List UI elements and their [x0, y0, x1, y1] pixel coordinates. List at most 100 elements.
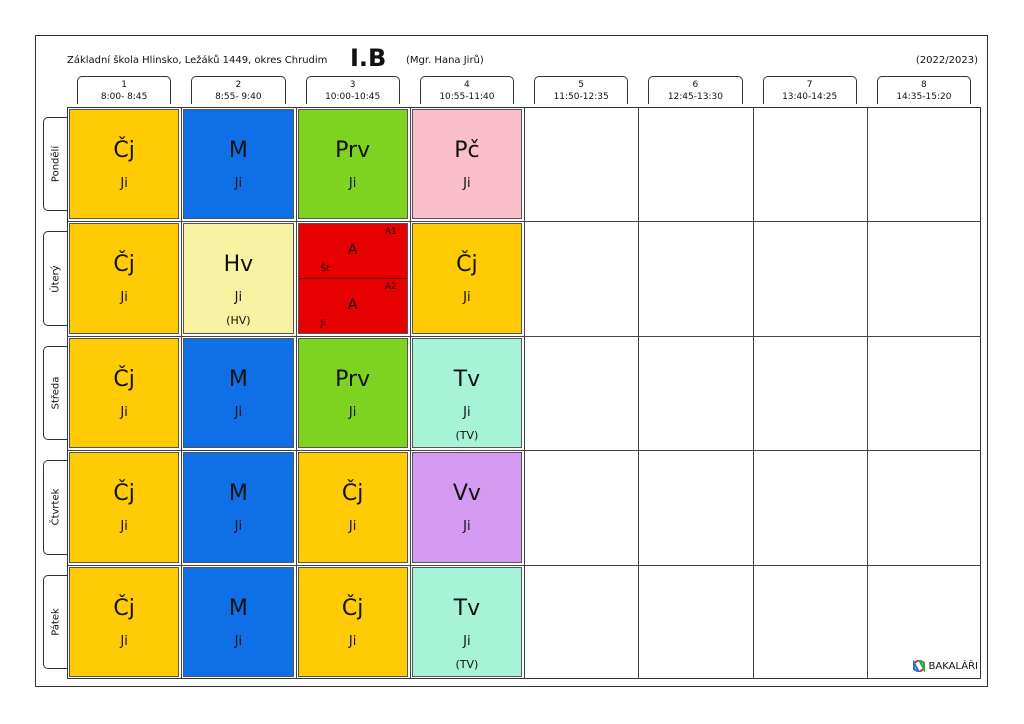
- lesson-cell[interactable]: Prv Ji: [297, 109, 408, 220]
- period-time: 8:55- 9:40: [215, 92, 262, 102]
- period-number: 4: [464, 80, 470, 90]
- lesson-subject: M: [228, 595, 248, 621]
- lesson-subject: Čj: [113, 252, 135, 278]
- lesson-subject: Hv: [223, 252, 254, 278]
- period-header-7: 7 13:40-14:25: [762, 76, 857, 104]
- lesson-teacher: Ji: [348, 633, 357, 649]
- period-header-4: 4 10:55-11:40: [419, 76, 514, 104]
- day-label-2: Úterý: [43, 231, 67, 326]
- bakalari-logo-icon: [912, 657, 925, 675]
- class-title: I.B: [350, 44, 387, 72]
- lesson-teacher: Ji: [234, 633, 243, 649]
- lesson-cell[interactable]: Čj Ji: [411, 223, 522, 334]
- lesson-subject: Čj: [341, 595, 364, 621]
- lesson-teacher: Ji: [463, 176, 471, 191]
- period-number: 5: [578, 80, 584, 90]
- lesson-teacher: Ji: [120, 404, 128, 420]
- period-number: 2: [235, 80, 242, 90]
- lesson-teacher: Ji: [348, 176, 357, 191]
- empty-slot: [869, 338, 979, 448]
- lesson-subject: M: [228, 366, 248, 392]
- lesson-teacher: Ji: [463, 519, 471, 535]
- split-lesson-half: A A2 Ji: [299, 279, 407, 334]
- lesson-cell[interactable]: Čj Ji: [69, 223, 180, 334]
- period-header-1: 1 8:00- 8:45: [77, 76, 172, 104]
- lesson-cell[interactable]: Hv Ji (HV): [183, 223, 294, 334]
- bakalari-logo-text: BAKALÁŘI: [928, 660, 978, 672]
- grid-hline: [67, 564, 981, 566]
- lesson-cell[interactable]: Čj Ji: [297, 452, 408, 563]
- empty-slot: [640, 452, 750, 562]
- lesson-subject: Tv: [453, 595, 481, 621]
- lesson-teacher: Ji: [234, 519, 243, 535]
- lesson-cell[interactable]: M Ji: [183, 566, 294, 677]
- period-header-6: 6 12:45-13:30: [648, 76, 743, 104]
- lesson-cell[interactable]: Čj Ji: [69, 337, 180, 449]
- empty-slot: [526, 109, 636, 219]
- period-time: 10:00-10:45: [325, 92, 381, 102]
- day-label-1: Pondělí: [43, 117, 67, 212]
- period-time: 11:50-12:35: [553, 92, 609, 102]
- lesson-subject: Prv: [335, 138, 371, 163]
- lesson-teacher: Ji: [120, 176, 128, 191]
- lesson-teacher: Ji: [320, 319, 326, 330]
- lesson-cell[interactable]: Prv Ji: [297, 337, 408, 449]
- day-name: Středa: [50, 376, 61, 410]
- grid-vline: [752, 107, 754, 679]
- grid-vline: [295, 107, 297, 679]
- split-lesson-half: A A1 Št: [298, 224, 407, 280]
- lesson-subject: Prv: [335, 366, 371, 392]
- lesson-teacher: Ji: [234, 404, 243, 420]
- lesson-cell[interactable]: Čj Ji: [297, 566, 408, 677]
- day-label-3: Středa: [43, 345, 67, 441]
- lesson-room: (TV): [455, 657, 479, 671]
- lesson-teacher: Ji: [348, 519, 357, 535]
- empty-slot: [640, 223, 750, 333]
- bakalari-logo: BAKALÁŘI: [912, 657, 978, 675]
- empty-slot: [640, 109, 750, 219]
- grid-vline: [524, 107, 525, 679]
- lesson-cell[interactable]: M Ji: [183, 337, 294, 449]
- lesson-room: (TV): [455, 428, 479, 442]
- lesson-cell[interactable]: Pč Ji: [411, 109, 522, 220]
- lesson-teacher: Št: [320, 264, 330, 275]
- period-number: 6: [692, 80, 699, 90]
- lesson-subject: Pč: [454, 138, 480, 163]
- empty-slot: [755, 567, 865, 677]
- lesson-cell[interactable]: Vv Ji: [411, 452, 522, 563]
- grid-hline: [67, 450, 981, 452]
- lesson-subject: Tv: [453, 366, 481, 392]
- lesson-subject: M: [228, 138, 248, 163]
- period-number: 7: [806, 80, 813, 90]
- lesson-subject: Čj: [113, 366, 135, 392]
- lesson-cell[interactable]: Čj Ji: [69, 452, 180, 563]
- period-time: 14:35-15:20: [896, 92, 952, 102]
- lesson-teacher: Ji: [120, 519, 128, 535]
- empty-slot: [755, 452, 865, 562]
- page-frame: [35, 35, 988, 687]
- empty-slot: [526, 338, 636, 448]
- period-time: 10:55-11:40: [439, 92, 495, 102]
- lesson-cell[interactable]: A A1 Št A A2 Ji: [297, 223, 408, 334]
- lesson-cell[interactable]: Čj Ji: [69, 109, 180, 220]
- lesson-cell[interactable]: M Ji: [183, 452, 294, 563]
- empty-slot: [526, 452, 636, 562]
- lesson-teacher: Ji: [234, 290, 243, 306]
- empty-slot: [755, 338, 865, 448]
- school-name: Základní škola Hlinsko, Ležáků 1449, okr…: [67, 55, 328, 66]
- empty-slot: [869, 452, 979, 562]
- lesson-cell[interactable]: Tv Ji (TV): [411, 566, 522, 677]
- empty-slot: [526, 223, 636, 333]
- lesson-teacher: Ji: [120, 290, 128, 306]
- empty-slot: [755, 223, 865, 333]
- lesson-teacher: Ji: [234, 176, 243, 191]
- period-number: 8: [921, 80, 927, 90]
- day-name: Pátek: [50, 607, 61, 636]
- day-label-4: Čtvrtek: [43, 460, 67, 555]
- lesson-group: A2: [384, 282, 397, 293]
- period-number: 3: [349, 80, 356, 90]
- lesson-cell[interactable]: Tv Ji (TV): [411, 337, 522, 449]
- lesson-cell[interactable]: M Ji: [183, 109, 294, 220]
- period-header-8: 8 14:35-15:20: [876, 76, 971, 104]
- lesson-cell[interactable]: Čj Ji: [69, 566, 180, 677]
